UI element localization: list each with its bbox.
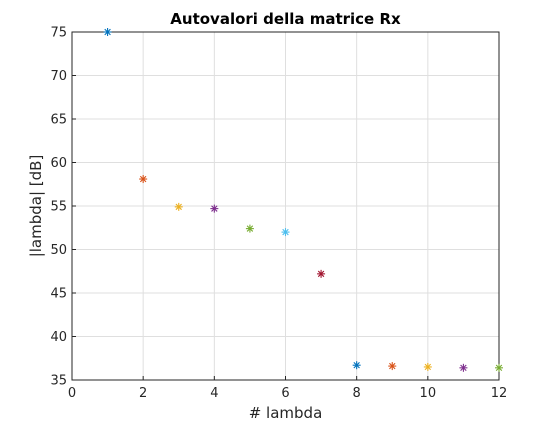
x-tick-label: 12 bbox=[491, 386, 508, 401]
data-point bbox=[210, 204, 219, 213]
x-tick-label: 8 bbox=[353, 386, 361, 401]
data-point bbox=[245, 224, 254, 233]
y-tick-label: 75 bbox=[50, 26, 67, 41]
asterisk-stroke bbox=[139, 175, 147, 183]
y-tick-label: 60 bbox=[50, 156, 67, 171]
data-point bbox=[139, 175, 148, 184]
x-tick-label: 2 bbox=[139, 386, 147, 401]
data-point bbox=[423, 362, 432, 371]
x-tick-label: 6 bbox=[281, 386, 289, 401]
data-point bbox=[317, 269, 326, 278]
asterisk-stroke bbox=[460, 364, 467, 372]
y-tick-label: 40 bbox=[50, 330, 67, 345]
y-tick-label: 50 bbox=[50, 243, 67, 258]
y-tick-label: 70 bbox=[50, 69, 67, 84]
asterisk-stroke bbox=[246, 225, 254, 232]
y-axis-label: |lambda| [dB] bbox=[27, 155, 45, 258]
asterisk-stroke bbox=[389, 362, 396, 370]
x-axis-label: # lambda bbox=[249, 404, 323, 422]
asterisk-stroke bbox=[211, 205, 218, 212]
data-point bbox=[352, 361, 361, 370]
data-point bbox=[388, 362, 397, 371]
data-point bbox=[495, 363, 503, 372]
plot-frame bbox=[71, 31, 500, 381]
data-point bbox=[281, 228, 290, 237]
data-point bbox=[174, 202, 183, 211]
y-tick-label: 35 bbox=[50, 374, 67, 389]
y-tick-label: 55 bbox=[50, 200, 67, 215]
x-tick-label: 4 bbox=[210, 386, 218, 401]
data-point bbox=[103, 28, 112, 36]
data-points bbox=[103, 28, 503, 372]
asterisk-stroke bbox=[175, 203, 182, 211]
x-tick-label: 10 bbox=[420, 386, 437, 401]
x-tick-label: 0 bbox=[68, 386, 76, 401]
data-point bbox=[459, 363, 468, 372]
chart-title: Autovalori della matrice Rx bbox=[170, 10, 401, 28]
ticks: 0 2 4 6 8 10 12 35 40 45 50 55 60 65 70 75 bbox=[50, 26, 507, 402]
asterisk-stroke bbox=[424, 363, 432, 371]
y-tick-label: 45 bbox=[50, 287, 67, 302]
asterisk-stroke bbox=[495, 364, 503, 372]
asterisk-stroke bbox=[317, 270, 325, 278]
y-tick-label: 65 bbox=[50, 113, 67, 128]
grid bbox=[72, 32, 499, 380]
asterisk-stroke bbox=[353, 361, 360, 369]
asterisk-stroke bbox=[104, 28, 111, 36]
asterisk-stroke bbox=[282, 228, 289, 236]
